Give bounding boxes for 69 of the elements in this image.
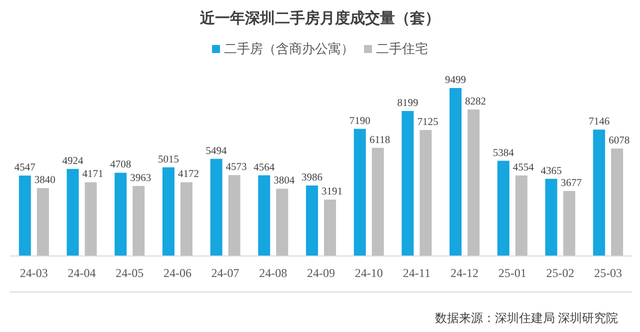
bar bbox=[228, 175, 240, 256]
bar bbox=[36, 188, 49, 256]
data-label: 4547 bbox=[14, 162, 36, 174]
source-note: 数据来源：深圳住建局 深圳研究院 bbox=[435, 311, 618, 325]
data-label: 7125 bbox=[417, 116, 438, 128]
data-label: 8282 bbox=[465, 96, 486, 108]
data-label: 6118 bbox=[370, 134, 390, 146]
data-label: 4365 bbox=[540, 166, 562, 177]
x-tick-label: 25-02 bbox=[546, 266, 574, 280]
bar bbox=[593, 130, 606, 256]
data-label: 4554 bbox=[512, 162, 535, 174]
bar bbox=[545, 178, 558, 256]
bar bbox=[515, 175, 528, 256]
x-tick-label: 24-04 bbox=[68, 266, 96, 280]
x-tick-label: 24-08 bbox=[259, 266, 288, 280]
data-label: 4924 bbox=[62, 156, 84, 167]
bar bbox=[372, 148, 384, 256]
x-tick-label: 24-09 bbox=[307, 266, 335, 280]
x-tick-label: 25-01 bbox=[498, 266, 526, 280]
chart-title: 近一年深圳二手房月度成交量（套） bbox=[199, 9, 440, 27]
data-label: 5494 bbox=[206, 146, 228, 157]
bar bbox=[180, 182, 192, 256]
bar bbox=[324, 200, 336, 256]
bar bbox=[18, 176, 31, 256]
data-label: 4171 bbox=[82, 169, 104, 180]
data-label: 4573 bbox=[226, 162, 247, 174]
bar bbox=[114, 172, 127, 256]
data-label: 9499 bbox=[445, 75, 466, 86]
x-tick-label: 24-05 bbox=[116, 266, 144, 280]
data-label: 4708 bbox=[110, 160, 132, 171]
data-label: 7146 bbox=[588, 116, 610, 128]
data-label: 3840 bbox=[34, 175, 56, 186]
x-tick-label: 24-06 bbox=[163, 266, 192, 280]
x-tick-label: 24-10 bbox=[354, 266, 383, 280]
x-tick-label: 24-11 bbox=[402, 266, 430, 280]
data-label: 4564 bbox=[254, 162, 276, 174]
bar bbox=[276, 188, 288, 256]
data-label: 3963 bbox=[130, 172, 152, 184]
data-label: 4172 bbox=[178, 169, 199, 180]
bar bbox=[258, 175, 270, 256]
bar bbox=[66, 168, 79, 256]
bar bbox=[210, 158, 222, 256]
x-tick-label: 24-12 bbox=[450, 266, 479, 280]
data-label: 5384 bbox=[492, 148, 515, 159]
bar bbox=[497, 160, 510, 256]
bar bbox=[450, 88, 462, 256]
bar bbox=[402, 110, 414, 256]
bar bbox=[132, 186, 145, 256]
bar bbox=[84, 182, 97, 256]
bar bbox=[611, 148, 624, 256]
bar bbox=[162, 167, 174, 256]
data-label: 7190 bbox=[349, 116, 370, 127]
data-label: 3804 bbox=[274, 176, 296, 187]
bar bbox=[563, 190, 576, 256]
bar bbox=[306, 186, 318, 256]
data-label: 5015 bbox=[158, 154, 179, 166]
legend-label: 二手住宅 bbox=[376, 41, 428, 56]
bar bbox=[420, 130, 432, 256]
x-tick-label: 24-03 bbox=[20, 266, 48, 280]
bar bbox=[468, 110, 480, 256]
bar bbox=[354, 128, 366, 256]
data-label: 3986 bbox=[302, 172, 322, 184]
x-tick-label: 24-07 bbox=[211, 266, 240, 280]
legend-label: 二手房（含商办公寓） bbox=[224, 41, 354, 56]
data-label: 3191 bbox=[322, 186, 342, 198]
data-label: 3677 bbox=[560, 178, 582, 189]
data-label: 6078 bbox=[608, 136, 630, 147]
data-label: 8199 bbox=[397, 98, 418, 109]
x-tick-label: 25-03 bbox=[594, 266, 622, 280]
